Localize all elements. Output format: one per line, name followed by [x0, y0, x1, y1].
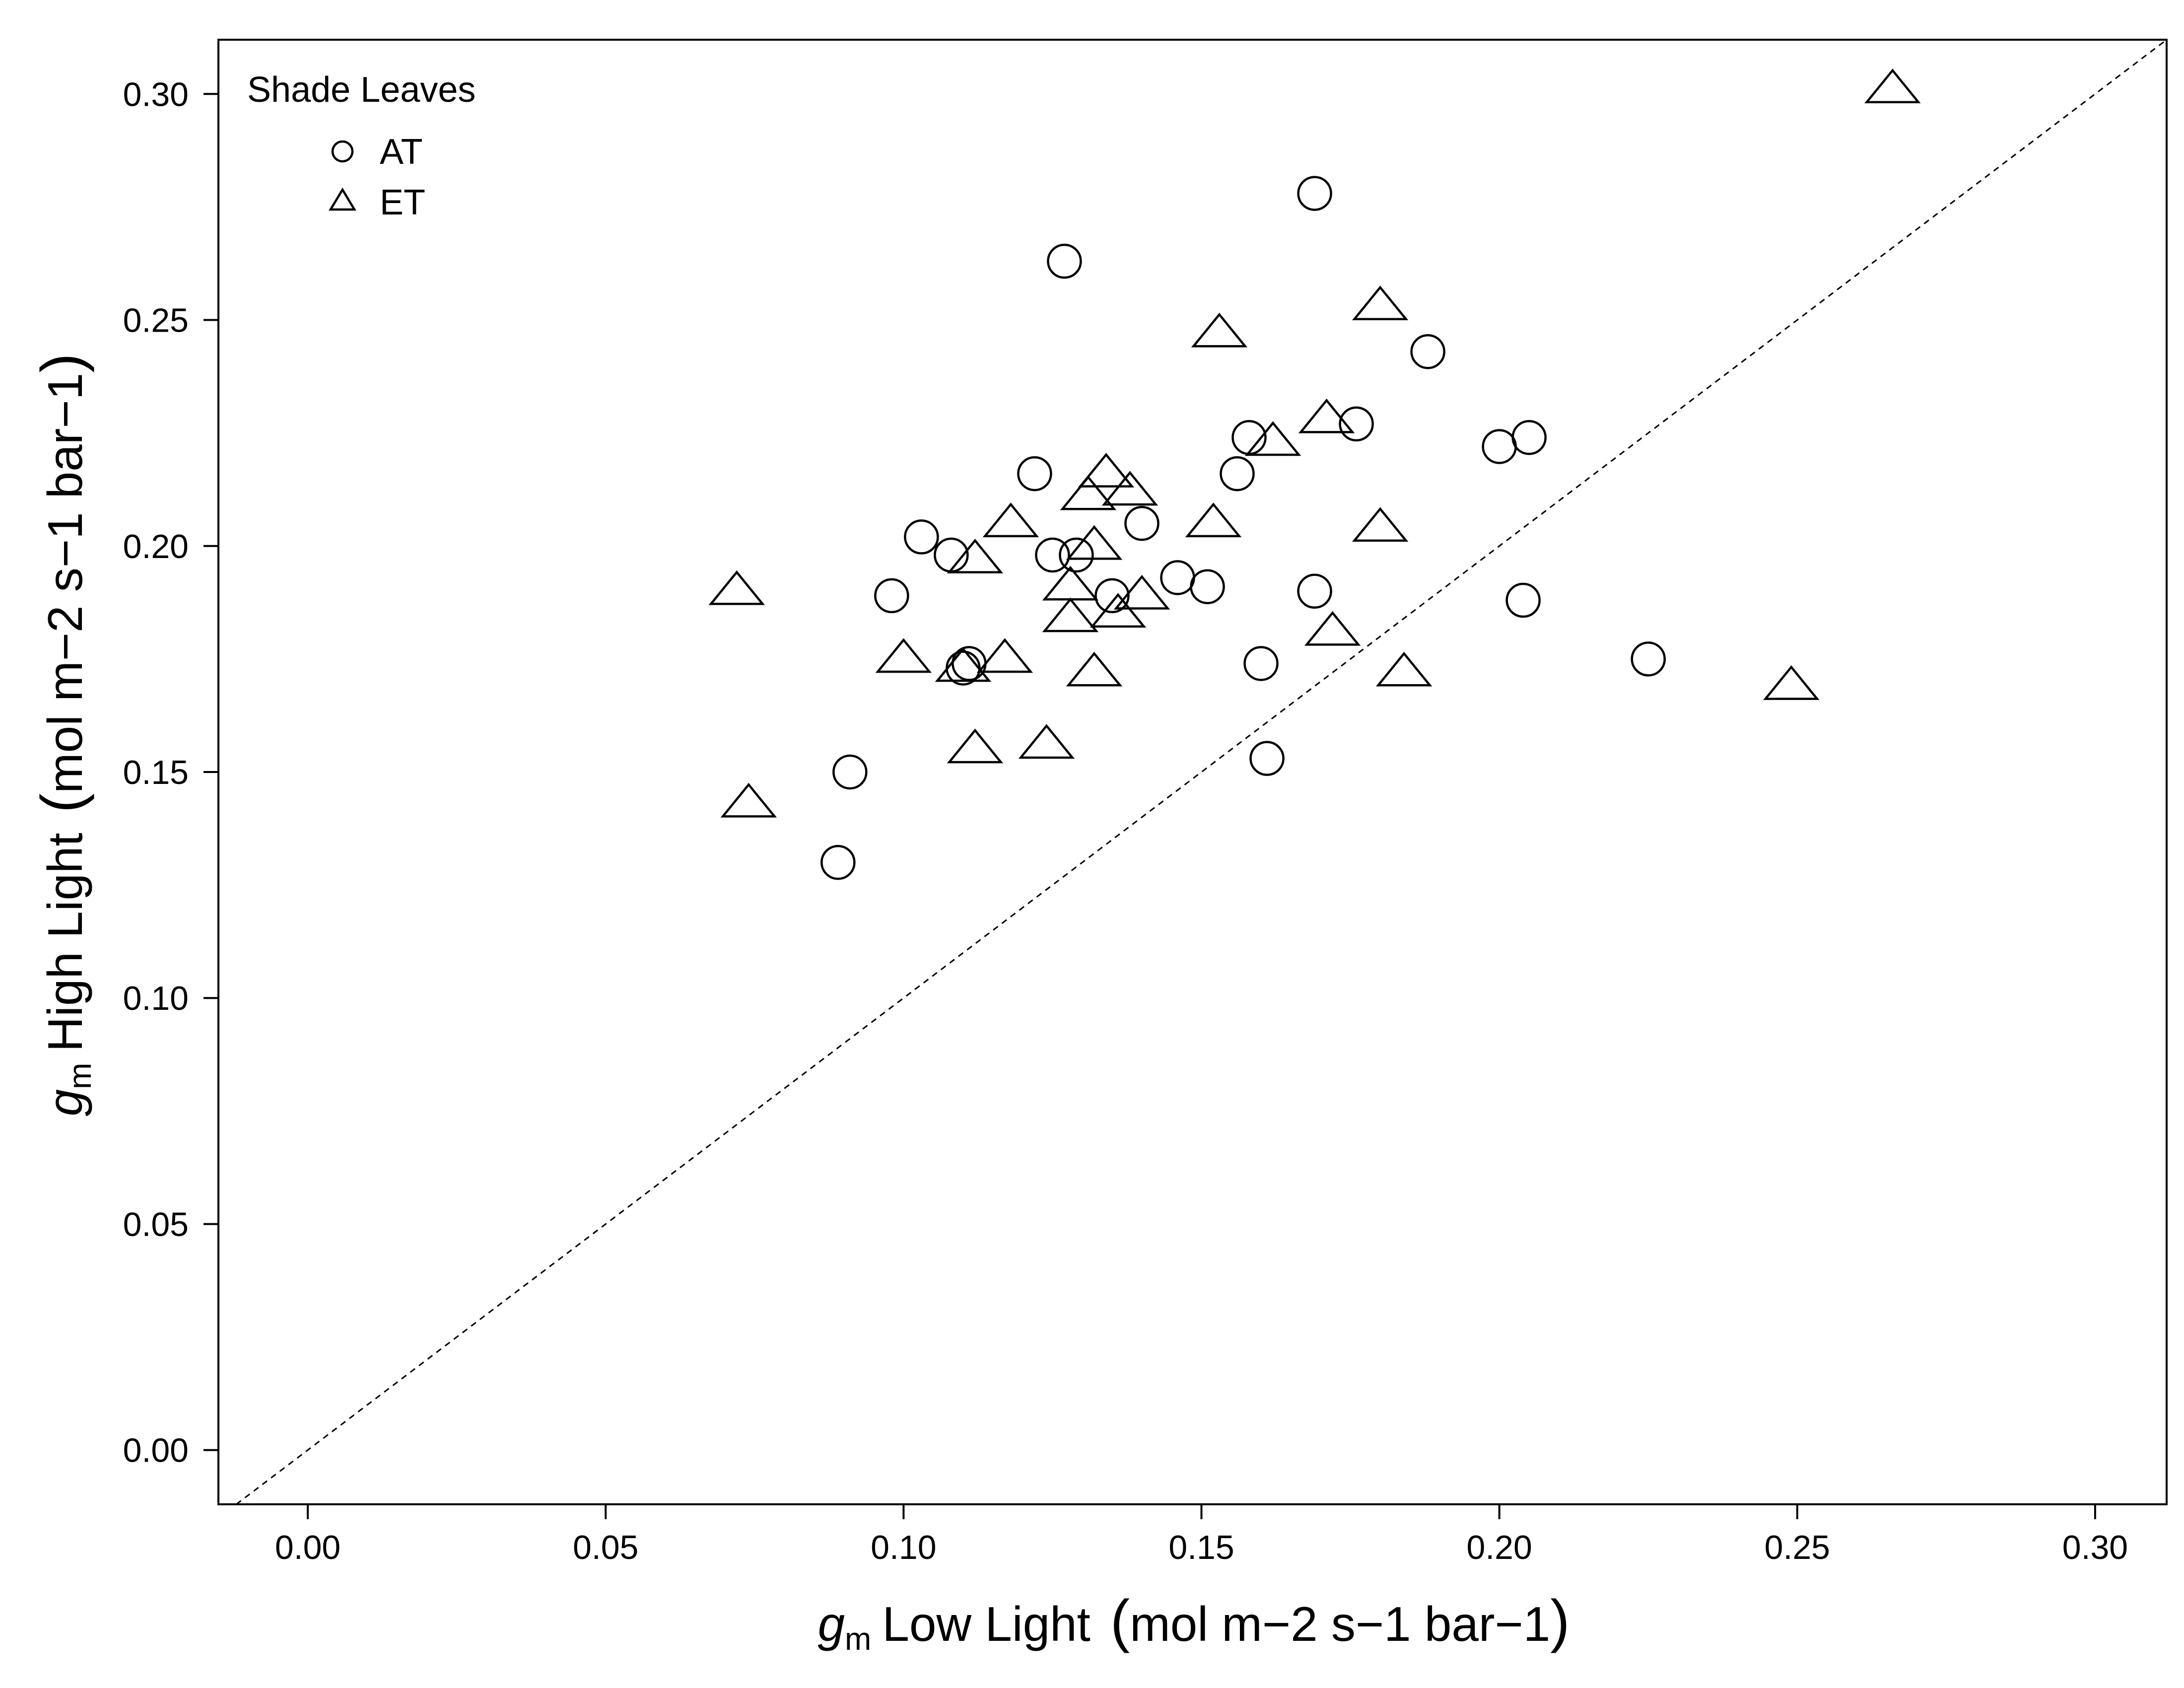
data-point-et [1864, 69, 1921, 104]
x-axis-label-text: Low Light [882, 1597, 1091, 1651]
one-to-one-reference-line [236, 39, 2167, 1505]
data-point-et [1298, 398, 1355, 433]
data-point-at [1190, 569, 1225, 604]
x-tick-label: 0.10 [871, 1529, 936, 1566]
data-point-at [1482, 429, 1517, 464]
data-point-et [708, 570, 765, 605]
y-tick-label: 0.00 [123, 1432, 189, 1470]
data-point-et [1352, 507, 1409, 542]
y-tick-label: 0.10 [123, 980, 189, 1017]
data-point-et [1060, 475, 1117, 510]
data-point-et [947, 539, 1004, 573]
data-point-at [1339, 406, 1374, 442]
x-axis-open-paren: ( [1110, 1588, 1130, 1654]
data-point-et [947, 728, 1004, 764]
x-axis-close-paren: ) [1550, 1588, 1570, 1654]
data-point-et [982, 502, 1039, 538]
y-tick-label: 0.30 [123, 75, 189, 113]
data-point-at [832, 754, 868, 790]
plot-frame [217, 39, 2168, 1505]
y-tick-label: 0.05 [123, 1205, 189, 1243]
legend-title: Shade Leaves [247, 70, 476, 110]
data-point-et [1352, 285, 1409, 321]
data-point-at [1160, 560, 1195, 595]
data-point-at [1297, 176, 1332, 211]
y-axis-units: mol m−2 s−1 bar−1 [38, 373, 92, 793]
y-axis-subscript: m [62, 1063, 98, 1089]
y-axis-open-paren: ( [29, 793, 95, 813]
x-tick-label: 0.20 [1466, 1529, 1532, 1566]
data-point-at [1249, 741, 1285, 776]
data-point-at [904, 519, 939, 555]
legend-label-et: ET [380, 183, 425, 222]
x-axis-symbol: g [818, 1597, 845, 1651]
legend-triangle-marker [329, 187, 356, 211]
data-point-et [720, 782, 777, 818]
data-point-at [1631, 641, 1666, 677]
data-points-layer [708, 69, 1921, 880]
data-point-et [935, 647, 992, 682]
data-point-et [1018, 724, 1075, 759]
data-point-et [1066, 525, 1123, 560]
data-point-et [875, 638, 932, 673]
legend: Shade Leaves AT ET [247, 70, 476, 222]
y-tick-label: 0.15 [123, 754, 189, 791]
x-axis-title: gm Low Light (mol m−2 s−1 bar−1) [818, 1588, 1570, 1657]
data-point-et [1090, 593, 1147, 628]
y-axis-symbol: g [38, 1089, 92, 1117]
y-axis-close-paren: ) [29, 353, 95, 373]
data-point-at [1035, 537, 1070, 573]
y-tick-label: 0.20 [123, 528, 189, 565]
data-point-at [1505, 582, 1541, 618]
legend-circle-marker [331, 140, 354, 163]
data-point-at [1511, 420, 1547, 455]
data-point-et [1763, 665, 1820, 700]
data-point-et [1042, 597, 1099, 633]
data-point-et [1101, 471, 1159, 506]
data-point-at [1017, 456, 1052, 492]
data-point-et [1078, 453, 1135, 488]
data-point-at [1220, 456, 1255, 492]
data-point-et [1304, 611, 1361, 646]
data-point-et [1185, 502, 1242, 538]
data-point-at [874, 578, 909, 614]
x-tick-label: 0.25 [1765, 1529, 1830, 1566]
x-tick-label: 0.05 [573, 1529, 638, 1566]
data-point-at [1047, 243, 1082, 279]
data-point-at [1124, 505, 1160, 541]
data-point-et [1113, 574, 1170, 610]
reference-line-layer [236, 39, 2167, 1505]
x-tick-label: 0.15 [1168, 1529, 1234, 1566]
data-point-et [1191, 312, 1248, 348]
y-axis-label-text: High Light [38, 833, 92, 1052]
x-tick-label: 0.30 [2062, 1529, 2128, 1566]
data-point-et [1375, 651, 1433, 687]
x-axis-subscript: m [845, 1621, 871, 1657]
data-point-et [976, 638, 1033, 673]
x-axis-units: mol m−2 s−1 bar−1 [1130, 1597, 1550, 1651]
data-point-at [820, 844, 856, 880]
y-tick-label: 0.25 [123, 302, 189, 340]
data-point-at [1059, 537, 1094, 573]
data-point-et [1066, 651, 1123, 687]
data-point-at [1094, 578, 1130, 614]
data-point-at [1297, 573, 1332, 609]
x-tick-label: 0.00 [275, 1529, 341, 1566]
data-point-at [1243, 646, 1279, 681]
data-point-et [1244, 421, 1301, 456]
y-axis-title: gm High Light (mol m−2 s−1 bar−1) [29, 353, 98, 1117]
data-point-at [1410, 334, 1445, 369]
legend-label-at: AT [380, 132, 423, 172]
axis-layer: 0.00 0.05 0.10 0.15 0.20 0.25 0.30 0.00 0.05 0.10… [123, 75, 2128, 1566]
